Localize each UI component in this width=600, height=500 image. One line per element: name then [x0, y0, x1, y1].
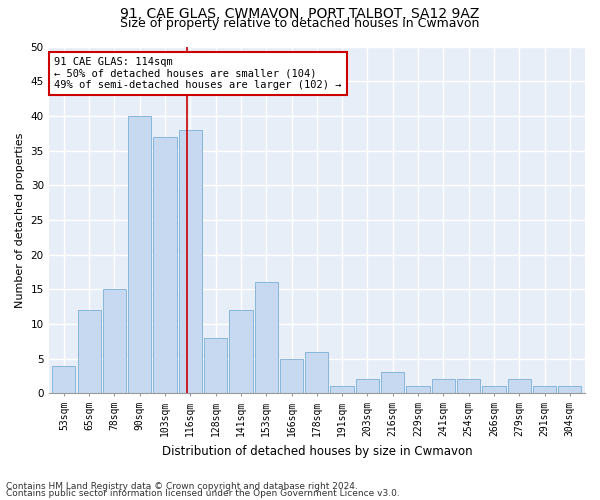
Bar — [558, 386, 581, 394]
Bar — [280, 358, 303, 394]
Bar — [431, 380, 455, 394]
Bar — [331, 386, 354, 394]
Text: Contains HM Land Registry data © Crown copyright and database right 2024.: Contains HM Land Registry data © Crown c… — [6, 482, 358, 491]
Text: 91, CAE GLAS, CWMAVON, PORT TALBOT, SA12 9AZ: 91, CAE GLAS, CWMAVON, PORT TALBOT, SA12… — [121, 8, 479, 22]
Bar — [406, 386, 430, 394]
Bar — [229, 310, 253, 394]
Bar — [103, 289, 126, 394]
Bar — [305, 352, 328, 394]
Bar — [154, 136, 176, 394]
Bar — [77, 310, 101, 394]
Bar — [356, 380, 379, 394]
Bar — [52, 366, 76, 394]
Bar — [128, 116, 151, 394]
Bar — [179, 130, 202, 394]
Bar — [508, 380, 531, 394]
Bar — [533, 386, 556, 394]
Bar — [204, 338, 227, 394]
Bar — [254, 282, 278, 394]
X-axis label: Distribution of detached houses by size in Cwmavon: Distribution of detached houses by size … — [161, 444, 472, 458]
Bar — [381, 372, 404, 394]
Bar — [457, 380, 480, 394]
Text: Contains public sector information licensed under the Open Government Licence v3: Contains public sector information licen… — [6, 489, 400, 498]
Text: Size of property relative to detached houses in Cwmavon: Size of property relative to detached ho… — [121, 18, 479, 30]
Y-axis label: Number of detached properties: Number of detached properties — [15, 132, 25, 308]
Text: 91 CAE GLAS: 114sqm
← 50% of detached houses are smaller (104)
49% of semi-detac: 91 CAE GLAS: 114sqm ← 50% of detached ho… — [54, 57, 341, 90]
Bar — [482, 386, 506, 394]
